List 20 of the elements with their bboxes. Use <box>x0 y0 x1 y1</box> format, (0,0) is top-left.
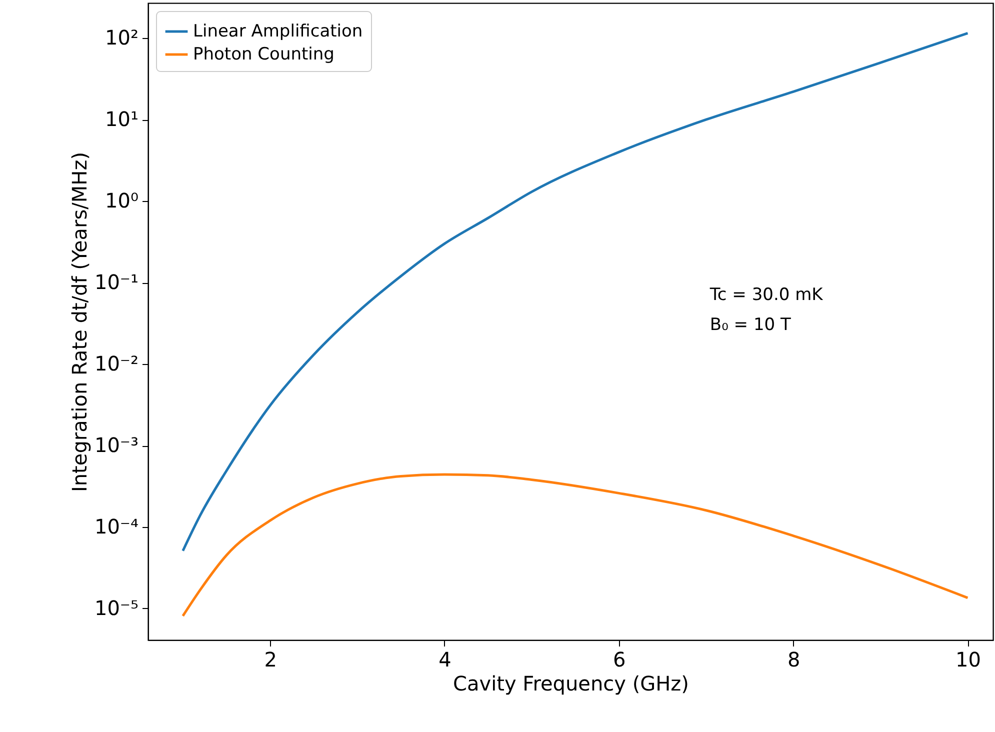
y-tick-label: 10⁻³ <box>94 433 138 458</box>
y-tick-label: 10² <box>105 26 138 50</box>
legend-label: Photon Counting <box>193 44 334 64</box>
y-tick-label: 10⁻⁴ <box>94 514 138 538</box>
line-series <box>182 473 969 618</box>
x-tick-label: 2 <box>264 648 277 672</box>
annotation: Tc = 30.0 mK <box>708 285 824 305</box>
y-tick-label: 10⁻² <box>94 352 138 376</box>
x-axis-title: Cavity Frequency (GHz) <box>453 672 689 696</box>
y-tick-label: 10¹ <box>105 107 138 132</box>
legend-label: Linear Amplification <box>193 22 363 42</box>
y-tick-label: 10⁻⁵ <box>94 596 138 620</box>
y-tick-label: 10⁰ <box>105 188 138 213</box>
x-tick-label: 6 <box>613 648 626 672</box>
y-tick-label: 10⁻¹ <box>94 270 138 294</box>
y-axis-title: Integration Rate dt/df (Years/MHz) <box>67 152 92 492</box>
x-tick-label: 8 <box>787 648 800 672</box>
x-tick-label: 4 <box>438 648 452 672</box>
annotation: B₀ = 10 T <box>710 315 792 335</box>
x-tick-label: 10 <box>955 648 981 672</box>
